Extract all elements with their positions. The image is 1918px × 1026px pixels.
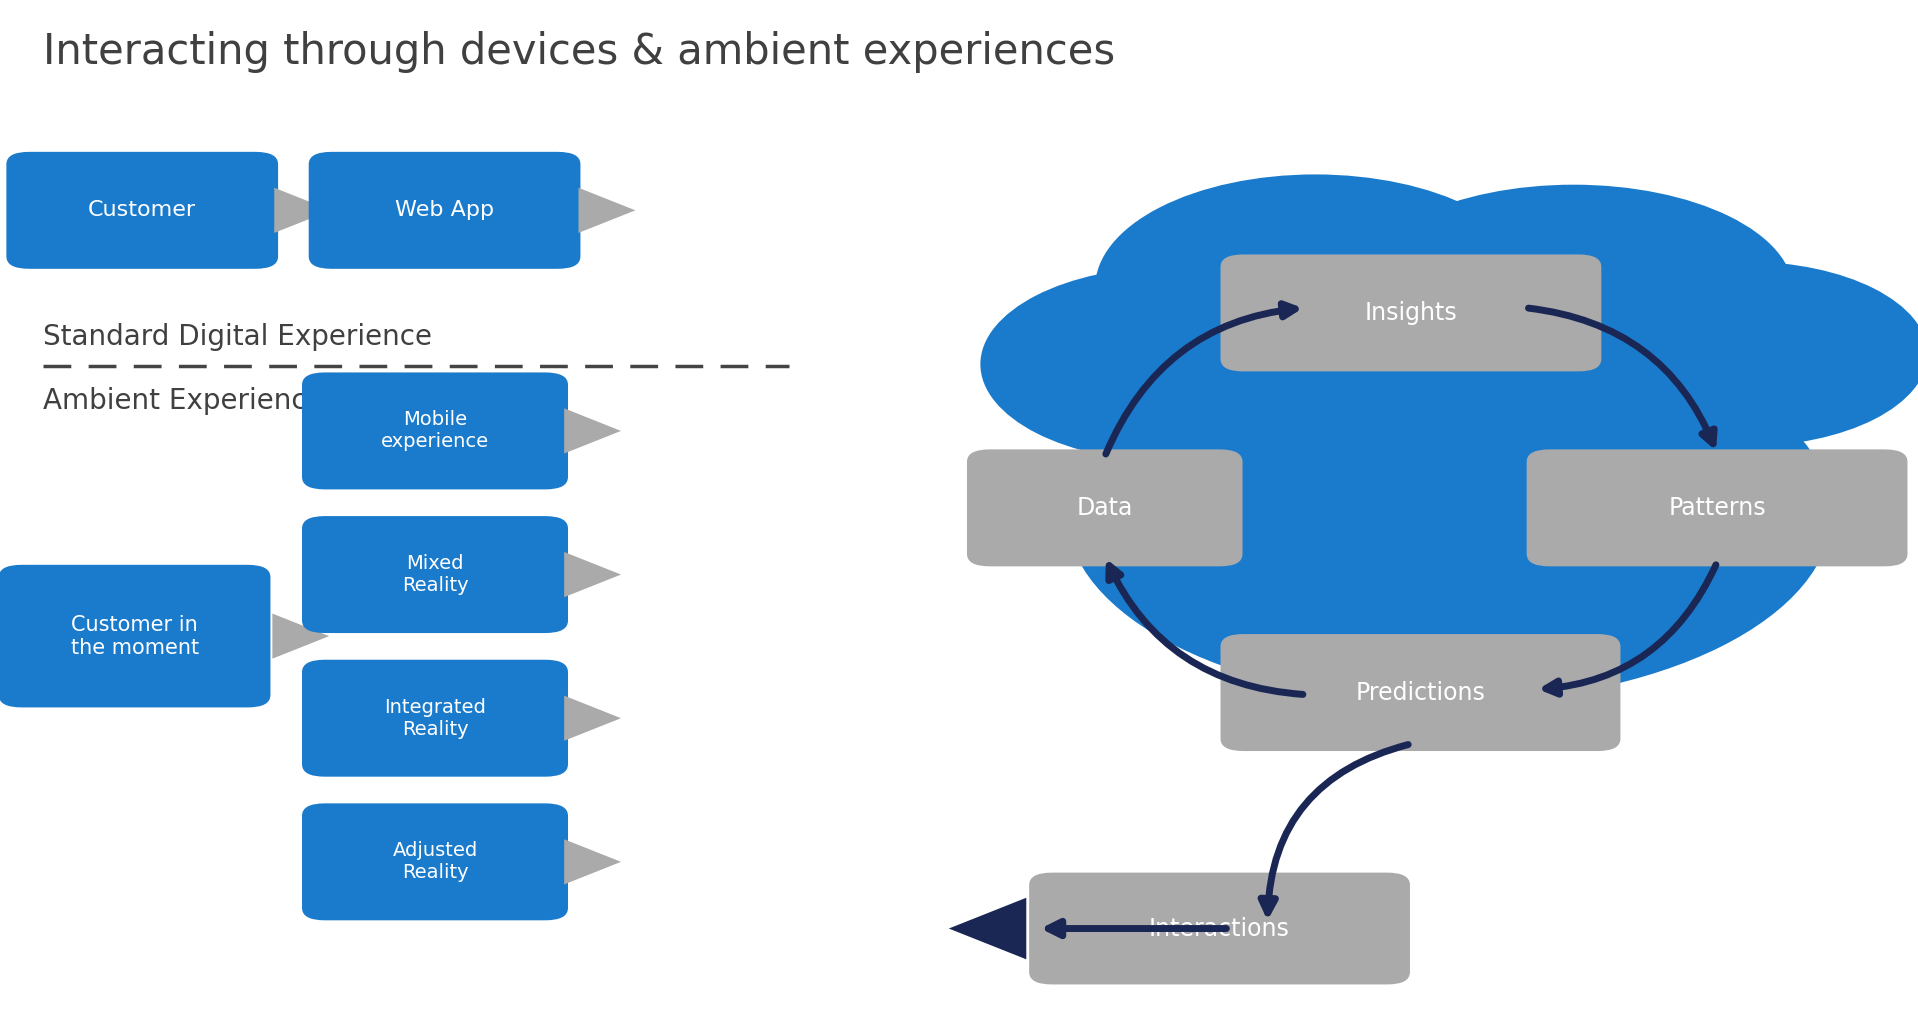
FancyBboxPatch shape [309,152,581,269]
FancyBboxPatch shape [1030,872,1410,985]
Text: Mixed
Reality: Mixed Reality [401,554,468,595]
Text: Adjusted
Reality: Adjusted Reality [393,841,478,882]
Polygon shape [949,898,1026,959]
Text: Ambient Experiences: Ambient Experiences [42,387,338,415]
Ellipse shape [1354,185,1793,400]
Text: Patterns: Patterns [1669,496,1766,520]
Ellipse shape [1066,323,1832,703]
FancyBboxPatch shape [1220,254,1602,371]
Polygon shape [272,614,330,659]
Text: Standard Digital Experience: Standard Digital Experience [42,323,432,351]
Ellipse shape [1095,174,1534,400]
FancyBboxPatch shape [301,516,568,633]
Ellipse shape [980,267,1364,462]
FancyBboxPatch shape [1527,449,1908,566]
Text: Integrated
Reality: Integrated Reality [384,698,485,739]
FancyBboxPatch shape [1220,634,1621,751]
Ellipse shape [1114,231,1784,549]
FancyBboxPatch shape [301,803,568,920]
Text: Customer in
the moment: Customer in the moment [71,615,199,658]
FancyBboxPatch shape [967,449,1243,566]
Ellipse shape [1563,262,1918,446]
Text: Mobile
experience: Mobile experience [382,410,489,451]
Polygon shape [564,696,621,741]
Text: Web App: Web App [395,200,495,221]
FancyBboxPatch shape [301,660,568,777]
FancyBboxPatch shape [301,372,568,489]
Polygon shape [564,552,621,597]
Text: Data: Data [1076,496,1134,520]
Text: Insights: Insights [1364,301,1458,325]
Text: Customer: Customer [88,200,196,221]
Polygon shape [564,408,621,453]
Polygon shape [274,188,332,233]
Polygon shape [579,188,635,233]
Text: Predictions: Predictions [1356,680,1485,705]
FancyBboxPatch shape [0,564,270,708]
Text: Interacting through devices & ambient experiences: Interacting through devices & ambient ex… [42,31,1114,73]
Text: Interactions: Interactions [1149,916,1291,941]
Polygon shape [564,839,621,884]
FancyBboxPatch shape [6,152,278,269]
